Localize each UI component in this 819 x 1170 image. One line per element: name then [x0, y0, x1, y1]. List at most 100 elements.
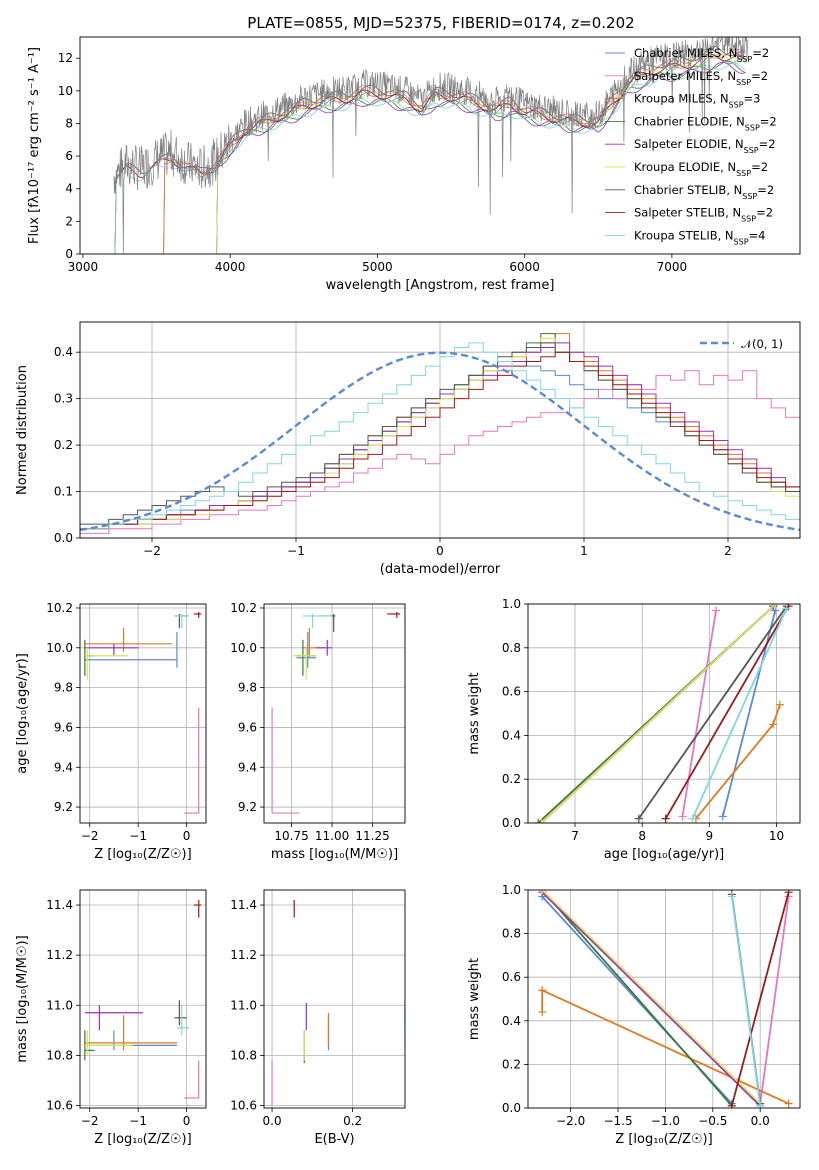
- y-tick-label: 0.4: [502, 1014, 521, 1028]
- mass-weight-line: [695, 704, 781, 820]
- panel-2: −2 −1 0 9.2 9.4 9.6 9.8 10.0 10.2 Z [log₁₀(Z/Z☉)]…: [15, 601, 207, 862]
- x-axis-label: (data-model)/error: [380, 562, 501, 577]
- y-tick-label: 0.8: [502, 641, 521, 655]
- axes-frame: [79, 36, 801, 255]
- data-point-marker: [782, 604, 791, 613]
- x-axis-label: age [log₁₀(age/yr)]: [604, 847, 725, 862]
- y-axis-label: Normed distribution: [15, 365, 30, 495]
- x-tick-label: −1: [129, 829, 147, 843]
- mass-weight-line: [691, 608, 788, 819]
- data-point-marker: [661, 814, 670, 823]
- data-point-marker: [538, 986, 547, 995]
- legend-entry: Chabrier STELIB, NSSP=2: [634, 183, 774, 201]
- y-axis-label: mass weight: [467, 672, 482, 754]
- model-spectrum-line: [215, 61, 746, 254]
- y-tick-label: 9.8: [238, 681, 257, 695]
- y-tick-label: 9.2: [54, 800, 73, 814]
- x-tick-label: 3000: [68, 260, 99, 274]
- y-axis-label: age [log₁₀(age/yr)]: [15, 653, 30, 774]
- y-tick-label: 1.0: [502, 597, 521, 611]
- data-point-marker: [775, 700, 784, 709]
- y-tick-label: 0: [65, 247, 73, 261]
- x-tick-label: −1.0: [651, 1114, 680, 1128]
- x-tick-label: 0.2: [343, 1114, 362, 1128]
- x-tick-label: 7: [571, 829, 579, 843]
- x-axis-label: wavelength [Angstrom, rest frame]: [326, 278, 555, 293]
- panel-3: 10.75 11.00 11.25 9.2 9.4 9.6 9.8 10.0 10.2 mass …: [230, 601, 406, 862]
- legend-entry: Salpeter STELIB, NSSP=2: [634, 206, 773, 224]
- mass-weight-line: [681, 610, 717, 817]
- y-tick-label: 0.8: [502, 927, 521, 941]
- y-tick-label: 10.0: [46, 641, 73, 655]
- x-tick-label: −1: [287, 544, 305, 558]
- y-tick-label: 11.0: [230, 998, 257, 1012]
- x-tick-label: −0.5: [698, 1114, 727, 1128]
- y-tick-label: 9.4: [54, 760, 73, 774]
- y-tick-label: 0.0: [502, 816, 521, 830]
- panel-6: 0.0 0.2 10.6 10.8 11.0 11.2 11.4 E(B-V): [230, 889, 406, 1147]
- axes-frame: [79, 603, 207, 824]
- y-tick-label: 10.0: [230, 641, 257, 655]
- axes-frame: [79, 889, 207, 1109]
- y-tick-label: 9.8: [54, 681, 73, 695]
- x-tick-label: 4000: [215, 260, 246, 274]
- y-tick-label: 10.6: [230, 1098, 257, 1112]
- axes-frame: [527, 889, 801, 1109]
- x-tick-label: 11.00: [315, 829, 349, 843]
- legend-entry: Salpeter ELODIE, NSSP=2: [634, 137, 776, 155]
- y-tick-label: 0.6: [502, 685, 521, 699]
- axes-frame: [527, 603, 801, 824]
- y-tick-label: 9.4: [238, 760, 257, 774]
- data-point-marker: [727, 1101, 736, 1108]
- x-axis-label: E(B-V): [314, 1132, 354, 1147]
- data-point-marker: [784, 890, 793, 897]
- legend-entry: Kroupa ELODIE, NSSP=2: [634, 160, 768, 178]
- plot-area: [80, 333, 800, 538]
- model-spectrum-line: [113, 53, 746, 254]
- x-tick-label: 8: [638, 829, 646, 843]
- panel-4: 7 8 9 10 0.0 0.2 0.4 0.6 0.8 1.0 age [log₁₀(age/yr…: [467, 597, 801, 862]
- mass-weight-line: [540, 604, 776, 823]
- y-tick-label: 0.1: [54, 485, 73, 499]
- y-tick-label: 10.8: [230, 1048, 257, 1062]
- axes-frame: [79, 321, 801, 539]
- figure-title: PLATE=0855, MJD=52375, FIBERID=0174, z=0…: [247, 14, 634, 32]
- mass-weight-line: [664, 605, 790, 820]
- y-tick-label: 0.0: [502, 1101, 521, 1115]
- y-tick-label: 11.4: [230, 898, 257, 912]
- y-tick-label: 11.2: [46, 948, 73, 962]
- y-tick-label: 9.6: [54, 720, 73, 734]
- x-tick-label: −2.0: [556, 1114, 585, 1128]
- x-tick-label: 10.75: [274, 829, 308, 843]
- data-point-marker: [634, 814, 643, 823]
- y-tick-label: 0.4: [54, 345, 73, 359]
- histogram-step: [80, 370, 800, 538]
- y-tick-label: 0.2: [502, 772, 521, 786]
- x-tick-label: 10: [769, 829, 784, 843]
- axes-frame: [263, 603, 406, 824]
- y-tick-label: 0.3: [54, 392, 73, 406]
- y-tick-label: 11.2: [230, 948, 257, 962]
- histogram-step: [80, 342, 800, 538]
- x-tick-label: −2: [81, 829, 99, 843]
- x-tick-label: 0: [183, 829, 191, 843]
- mass-weight-line: [541, 891, 761, 1107]
- x-tick-label: 1: [580, 544, 588, 558]
- plot-area: [84, 900, 202, 1099]
- y-tick-label: 11.4: [46, 898, 73, 912]
- y-tick-label: 6: [65, 149, 73, 163]
- y-tick-label: 0.2: [502, 1057, 521, 1071]
- x-axis-label: Z [log₁₀(Z/Z☉)]: [94, 847, 191, 862]
- data-point-marker: [727, 892, 736, 901]
- y-tick-label: 4: [65, 182, 73, 196]
- data-point-marker: [784, 1099, 793, 1108]
- x-axis-label: Z [log₁₀(Z/Z☉)]: [94, 1132, 191, 1147]
- y-tick-label: 1.0: [502, 883, 521, 897]
- data-point-marker: [537, 819, 546, 823]
- y-axis-label: mass weight: [467, 958, 482, 1040]
- y-tick-label: 9.6: [238, 720, 257, 734]
- legend-entry: 𝒩(0, 1): [741, 337, 783, 351]
- x-axis-label: mass [log₁₀(M/M☉)]: [271, 847, 398, 862]
- y-tick-label: 10: [58, 84, 73, 98]
- observed-spectrum-line: [113, 37, 749, 254]
